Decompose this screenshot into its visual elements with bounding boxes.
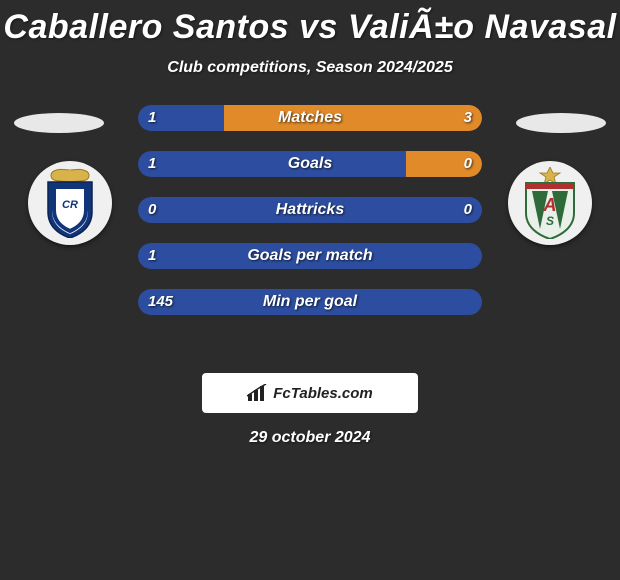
stat-left-value: 145	[148, 289, 173, 315]
footer-date: 29 october 2024	[0, 429, 620, 447]
stat-label: Matches	[138, 105, 482, 131]
stat-left-value: 0	[148, 197, 156, 223]
stat-right-value: 0	[464, 151, 472, 177]
stat-row: Hattricks0 0	[138, 197, 482, 223]
credit-box[interactable]: FcTables.com	[202, 373, 418, 413]
stat-left-value: 1	[148, 151, 156, 177]
svg-text:A: A	[543, 195, 557, 215]
svg-text:S: S	[546, 214, 554, 228]
stat-label: Hattricks	[138, 197, 482, 223]
stat-label: Min per goal	[138, 289, 482, 315]
page-title: Caballero Santos vs ValiÃ±o Navasal	[0, 0, 620, 47]
svg-text:CR: CR	[62, 199, 78, 211]
right-shadow-ellipse	[516, 113, 606, 133]
stat-left-value: 1	[148, 243, 156, 269]
page-subtitle: Club competitions, Season 2024/2025	[0, 59, 620, 77]
left-team-badge: CR	[28, 161, 112, 245]
stat-label: Goals per match	[138, 243, 482, 269]
left-team-crest-icon: CR	[40, 168, 100, 238]
stat-row: Matches1 3	[138, 105, 482, 131]
credit-text: FcTables.com	[273, 385, 372, 402]
stat-right-value: 0	[464, 197, 472, 223]
right-team-badge: A S	[508, 161, 592, 245]
right-team-crest-icon: A S	[518, 167, 582, 239]
stat-row: Goals per match1	[138, 243, 482, 269]
stat-row: Goals1 0	[138, 151, 482, 177]
stat-bars: Matches13Goals10Hattricks00Goals per mat…	[138, 105, 482, 335]
stat-row: Min per goal145	[138, 289, 482, 315]
comparison-stage: CR A S Matches13Goals10Hattricks00Goals …	[0, 105, 620, 365]
left-shadow-ellipse	[14, 113, 104, 133]
barchart-icon	[247, 384, 269, 402]
stat-label: Goals	[138, 151, 482, 177]
stat-right-value: 3	[464, 105, 472, 131]
stat-left-value: 1	[148, 105, 156, 131]
